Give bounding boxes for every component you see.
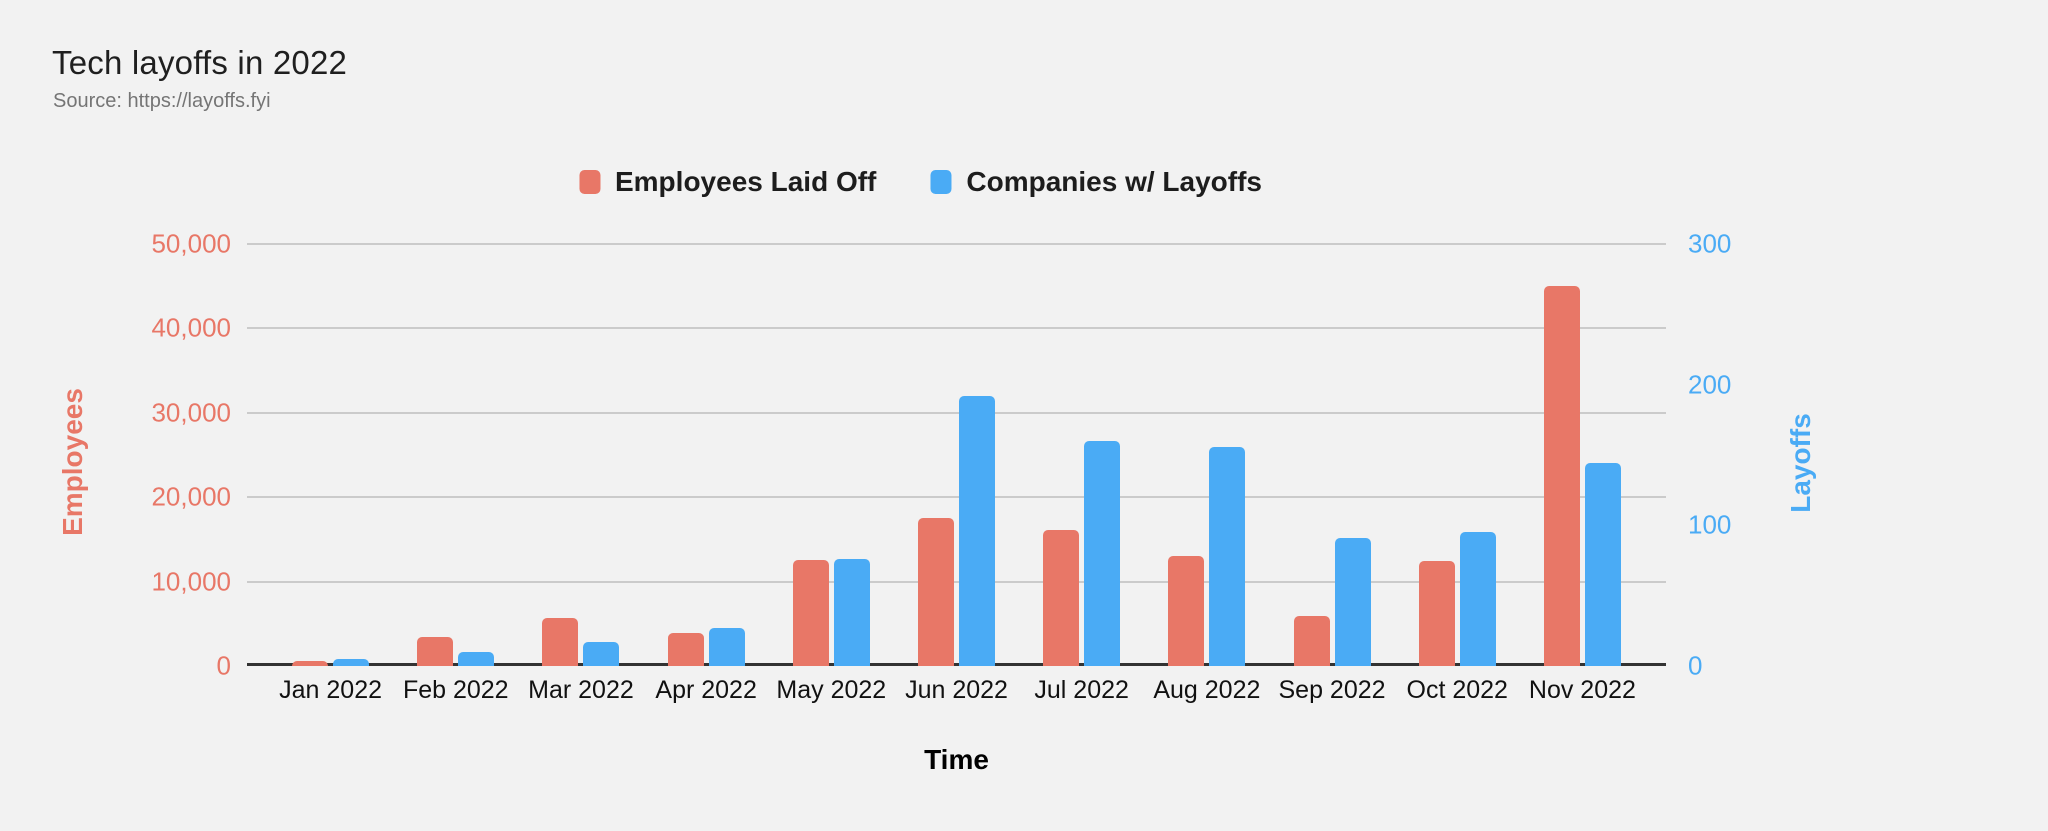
gridline [247,411,1666,414]
right-axis-tick-label: 200 [1688,369,1732,400]
employees-bar[interactable] [792,559,829,666]
x-axis-tick-label: Sep 2022 [1278,676,1386,704]
bar-group [1520,244,1645,666]
legend-item-companies[interactable]: Companies w/ Layoffs [930,166,1262,198]
bar-group [268,244,393,666]
x-axis-tick-label: Mar 2022 [528,676,634,704]
companies-bar[interactable] [1084,440,1121,666]
gridline [247,580,1666,583]
employees-bar[interactable] [917,518,954,666]
legend-item-employees[interactable]: Employees Laid Off [578,166,877,198]
right-axis-tick-label: 300 [1688,228,1732,259]
employees-bar[interactable] [542,618,579,666]
companies-bar[interactable] [833,559,870,666]
left-axis-tick-label: 30,000 [151,397,231,428]
x-axis-tick-label: Apr 2022 [655,676,757,704]
chart-subtitle: Source: https://layoffs.fyi [53,90,271,112]
bar-group [518,244,643,666]
companies-bar[interactable] [1459,532,1496,666]
bar-group [894,244,1019,666]
gridline [247,243,1666,245]
x-axis-tick-label: Nov 2022 [1528,676,1636,704]
companies-bar[interactable] [1209,446,1246,666]
right-axis-title: Layoffs [1785,413,1816,513]
bar-group [1144,244,1269,666]
companies-bar[interactable] [583,642,620,666]
companies-bar[interactable] [1334,538,1371,666]
companies-bar[interactable] [458,651,495,666]
chart-title: Tech layoffs in 2022 [52,44,348,81]
bar-group [644,244,769,666]
left-axis-tick-label: 40,000 [151,312,231,343]
left-axis-tick-label: 20,000 [151,481,231,512]
employees-bar[interactable] [417,636,454,666]
x-axis-tick-label: May 2022 [776,676,887,704]
companies-bar[interactable] [333,658,370,666]
x-axis-tick-label: Jun 2022 [905,676,1008,704]
employees-bar[interactable] [1168,556,1205,666]
gridline [247,496,1666,499]
bar-group [1395,244,1520,666]
bar-group [1269,244,1394,666]
left-axis-tick-label: 10,000 [151,566,231,597]
bar-group [393,244,518,666]
x-axis-tick-label: Jul 2022 [1034,676,1129,704]
companies-bar[interactable] [958,395,995,666]
plot-area [247,243,1666,666]
x-axis-tick-label: Jan 2022 [279,676,383,704]
bar-group [769,244,894,666]
chart-legend: Employees Laid Off Companies w/ Layoffs [578,166,1262,198]
employees-bar[interactable] [1418,560,1455,666]
x-axis-tick-label: Oct 2022 [1406,676,1508,704]
left-axis-tick-label: 50,000 [151,228,231,259]
legend-label-employees: Employees Laid Off [614,166,877,197]
companies-bar[interactable] [1584,463,1621,666]
x-axis-tick-label: Aug 2022 [1153,676,1261,704]
gridline [247,327,1666,330]
x-axis-title: Time [924,744,989,775]
companies-legend-swatch-icon [930,170,952,194]
employees-bar[interactable] [1043,530,1080,666]
legend-label-companies: Companies w/ Layoffs [966,166,1263,197]
employees-legend-swatch-icon [578,170,600,194]
companies-bar[interactable] [708,628,745,666]
employees-bar[interactable] [292,660,329,666]
right-axis-tick-label: 0 [1688,650,1703,681]
x-axis-baseline [247,663,1666,666]
x-axis-tick-label: Feb 2022 [402,676,509,704]
employees-bar[interactable] [1293,616,1330,666]
employees-bar[interactable] [667,633,704,666]
bar-group [1019,244,1144,666]
right-axis-tick-label: 100 [1688,509,1732,540]
employees-bar[interactable] [1543,286,1580,666]
left-axis-tick-label: 0 [216,650,231,681]
